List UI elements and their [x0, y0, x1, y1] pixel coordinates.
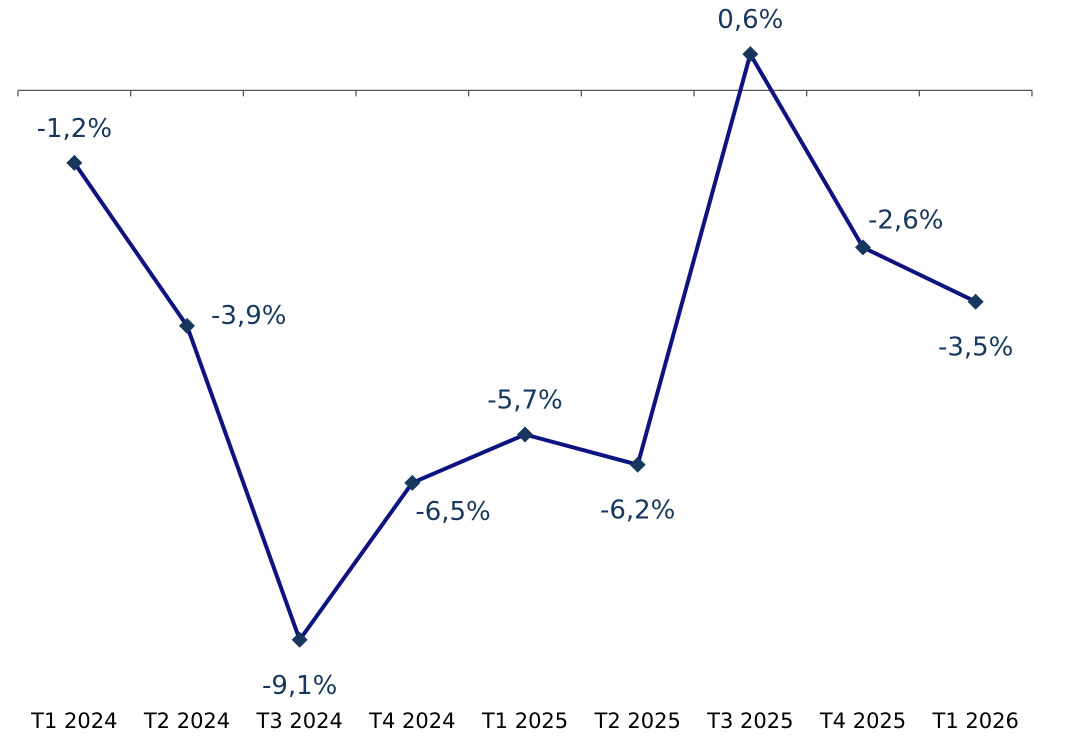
x-tick-label: T2 2024: [143, 709, 230, 733]
x-tick-label-group: T1 2024 T2 2024 T3 2024 T4 2024 T1 2025 T2 20…: [30, 709, 1019, 733]
data-point-marker: [179, 317, 195, 334]
x-tick-label: T2 2025: [594, 709, 681, 733]
data-point-marker: [291, 631, 308, 648]
data-point-marker: [855, 239, 871, 256]
data-label: -3,9%: [211, 301, 286, 331]
x-tick-label: T1 2024: [30, 709, 117, 733]
data-label: 0,6%: [717, 5, 783, 35]
x-tick-label: T3 2025: [706, 709, 793, 733]
data-label: -9,1%: [262, 671, 337, 701]
x-tick-label: T3 2024: [256, 709, 343, 733]
data-point-marker: [517, 426, 533, 443]
series-line: [72, 52, 977, 642]
data-point-marker: [742, 46, 759, 63]
x-tick-label: T1 2025: [481, 709, 568, 733]
data-point-marker: [967, 293, 984, 310]
data-label: -1,2%: [37, 114, 112, 144]
data-label: -2,6%: [868, 205, 943, 235]
data-label-group: -1,2% -3,9% -9,1% -6,5% -5,7% -6,2% 0,6% -2,6% -…: [37, 5, 1014, 701]
data-label: -5,7%: [487, 386, 562, 416]
x-axis: [17, 89, 1033, 97]
x-tick-label: T4 2024: [368, 709, 455, 733]
data-point-marker: [66, 154, 83, 171]
x-tick-label: T4 2025: [819, 709, 906, 733]
series-line-group: [72, 52, 977, 642]
data-label: -6,5%: [415, 497, 490, 527]
marker-group: [66, 46, 984, 648]
x-tick-label: T1 2026: [932, 709, 1019, 733]
data-label: -3,5%: [938, 333, 1013, 363]
data-label: -6,2%: [600, 496, 675, 526]
data-point-marker: [404, 474, 421, 491]
data-point-marker: [629, 456, 646, 473]
